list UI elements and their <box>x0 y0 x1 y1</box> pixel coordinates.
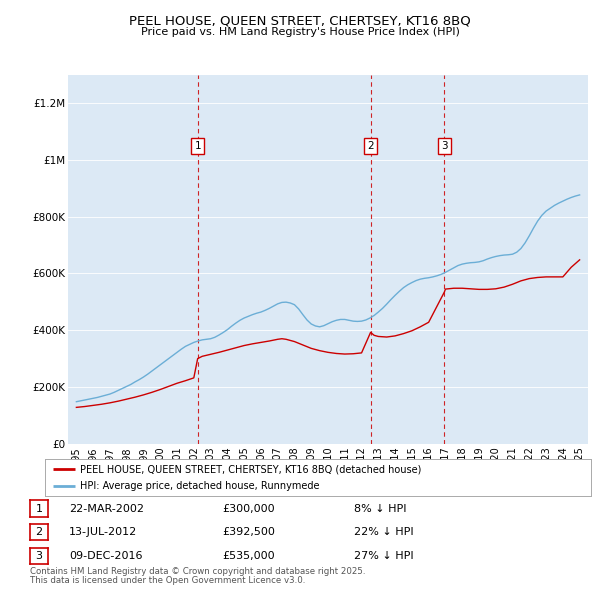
Text: HPI: Average price, detached house, Runnymede: HPI: Average price, detached house, Runn… <box>80 481 320 491</box>
Text: 3: 3 <box>441 141 448 151</box>
Text: £300,000: £300,000 <box>222 504 275 513</box>
Text: Price paid vs. HM Land Registry's House Price Index (HPI): Price paid vs. HM Land Registry's House … <box>140 27 460 37</box>
Text: £392,500: £392,500 <box>222 527 275 537</box>
Text: 27% ↓ HPI: 27% ↓ HPI <box>354 551 413 560</box>
Text: PEEL HOUSE, QUEEN STREET, CHERTSEY, KT16 8BQ: PEEL HOUSE, QUEEN STREET, CHERTSEY, KT16… <box>129 15 471 28</box>
Text: £535,000: £535,000 <box>222 551 275 560</box>
Text: 22% ↓ HPI: 22% ↓ HPI <box>354 527 413 537</box>
Text: 22-MAR-2002: 22-MAR-2002 <box>69 504 144 513</box>
Text: This data is licensed under the Open Government Licence v3.0.: This data is licensed under the Open Gov… <box>30 576 305 585</box>
Text: 8% ↓ HPI: 8% ↓ HPI <box>354 504 407 513</box>
Text: 2: 2 <box>367 141 374 151</box>
Text: 1: 1 <box>194 141 201 151</box>
Text: 1: 1 <box>35 504 43 513</box>
Text: 3: 3 <box>35 551 43 560</box>
Text: PEEL HOUSE, QUEEN STREET, CHERTSEY, KT16 8BQ (detached house): PEEL HOUSE, QUEEN STREET, CHERTSEY, KT16… <box>80 464 422 474</box>
Text: 2: 2 <box>35 527 43 537</box>
Text: 09-DEC-2016: 09-DEC-2016 <box>69 551 143 560</box>
Text: 13-JUL-2012: 13-JUL-2012 <box>69 527 137 537</box>
Text: Contains HM Land Registry data © Crown copyright and database right 2025.: Contains HM Land Registry data © Crown c… <box>30 568 365 576</box>
